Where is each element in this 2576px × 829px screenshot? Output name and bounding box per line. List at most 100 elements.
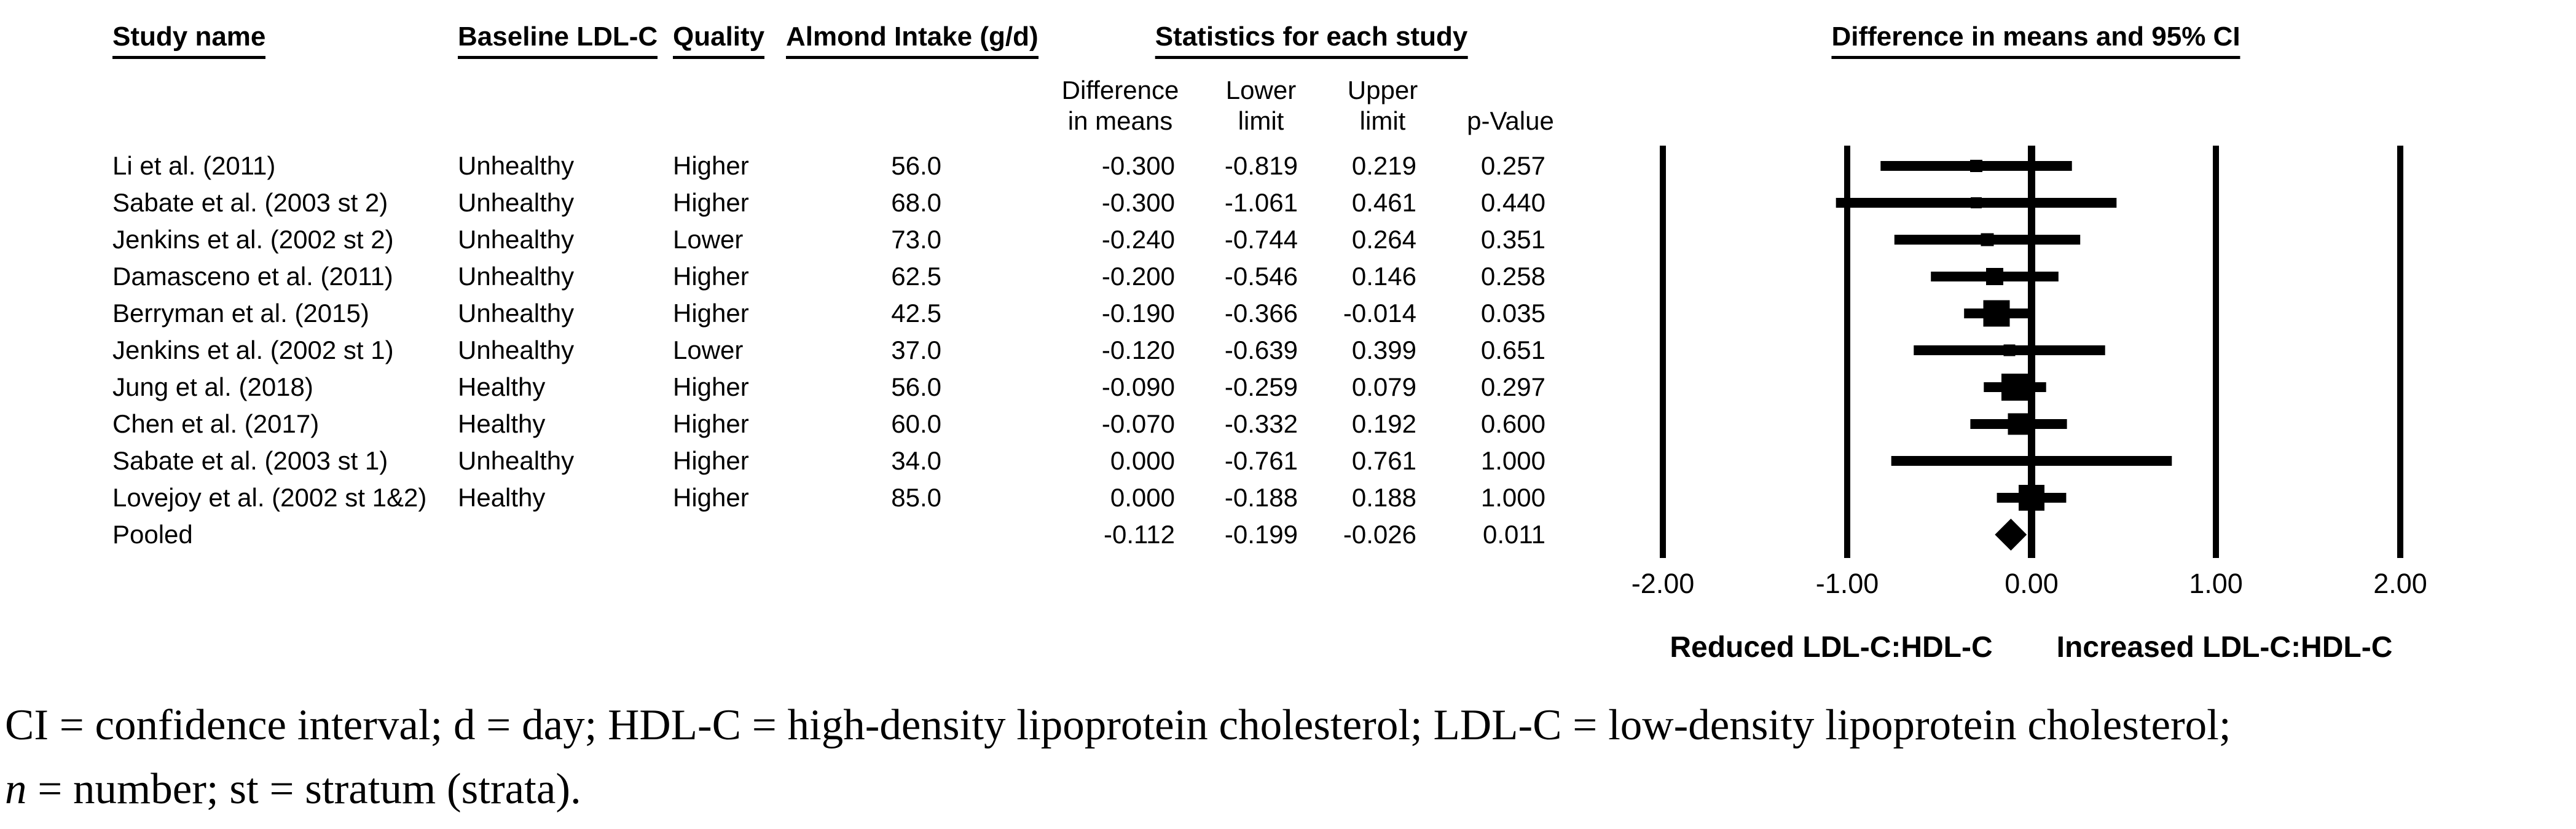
- cell-diff: -0.112: [1104, 520, 1175, 549]
- cell-upper: 0.192: [1351, 409, 1416, 438]
- cell-diff: -0.190: [1101, 299, 1175, 328]
- reference-line--1.00: [1844, 146, 1850, 558]
- cell-study: Lovejoy et al. (2002 st 1&2): [112, 483, 427, 512]
- cell-p: 0.351: [1480, 225, 1545, 254]
- x-axis-tick-2.00: 2.00: [2373, 568, 2427, 599]
- pooled-diamond: [1995, 519, 2027, 551]
- cell-intake: 56.0: [891, 372, 941, 401]
- cell-lower: -0.332: [1224, 409, 1298, 438]
- effect-square: [1970, 160, 1982, 172]
- cell-study: Berryman et al. (2015): [112, 299, 369, 328]
- effect-square: [2001, 374, 2028, 401]
- lower-header-line1: Lower: [1225, 76, 1297, 104]
- cell-lower: -0.744: [1224, 225, 1298, 254]
- cell-diff: -0.200: [1101, 262, 1175, 291]
- axis-label-increased: Increased LDL-C:HDL-C: [2056, 631, 2393, 664]
- cell-p: 0.257: [1480, 151, 1545, 180]
- cell-p: 0.258: [1480, 262, 1545, 291]
- plot-title: Difference in means and 95% CI: [1831, 22, 2240, 60]
- cell-upper: 0.264: [1351, 225, 1416, 254]
- cell-intake: 56.0: [891, 151, 941, 180]
- cell-lower: -0.199: [1224, 520, 1298, 549]
- cell-diff: -0.120: [1101, 336, 1175, 364]
- cell-lower: -0.188: [1224, 483, 1298, 512]
- cell-quality: Higher: [673, 446, 749, 475]
- cell-p: 0.297: [1480, 372, 1545, 401]
- cell-quality: Lower: [673, 336, 744, 364]
- cell-quality: Higher: [673, 372, 749, 401]
- reference-line-1.00: [2213, 146, 2219, 558]
- cell-p: 0.600: [1480, 409, 1545, 438]
- cell-upper: 0.219: [1351, 151, 1416, 180]
- footnote: CI = confidence interval; d = day; HDL-C…: [5, 693, 2231, 821]
- cell-baseline: Unhealthy: [458, 336, 575, 364]
- cell-quality: Lower: [673, 225, 744, 254]
- cell-intake: 62.5: [891, 262, 941, 291]
- cell-intake: 42.5: [891, 299, 941, 328]
- cell-study: Pooled: [112, 520, 193, 549]
- cell-lower: -1.061: [1224, 188, 1298, 217]
- effect-square: [2003, 344, 2016, 356]
- x-axis-tick--2.00: -2.00: [1631, 568, 1695, 599]
- cell-upper: 0.399: [1351, 336, 1416, 364]
- cell-baseline: Healthy: [458, 483, 546, 512]
- cell-intake: 34.0: [891, 446, 941, 475]
- column-header-p-value: p-Value: [1467, 106, 1554, 135]
- cell-baseline: Healthy: [458, 409, 546, 438]
- column-header-quality: Quality: [673, 22, 765, 60]
- cell-study: Damasceno et al. (2011): [112, 262, 393, 291]
- x-axis-tick--1.00: -1.00: [1815, 568, 1879, 599]
- axis-label-reduced: Reduced LDL-C:HDL-C: [1670, 631, 1993, 664]
- cell-diff: -0.090: [1101, 372, 1175, 401]
- cell-upper: -0.026: [1343, 520, 1416, 549]
- cell-study: Li et al. (2011): [112, 151, 276, 180]
- cell-lower: -0.819: [1224, 151, 1298, 180]
- cell-diff: 0.000: [1110, 483, 1175, 512]
- effect-square: [1983, 300, 2010, 327]
- cell-baseline: Unhealthy: [458, 299, 575, 328]
- cell-baseline: Unhealthy: [458, 262, 575, 291]
- cell-diff: 0.000: [1110, 446, 1175, 475]
- cell-intake: 37.0: [891, 336, 941, 364]
- x-axis-tick-1.00: 1.00: [2189, 568, 2243, 599]
- cell-quality: Higher: [673, 151, 749, 180]
- column-header-statistics-group: Statistics for each study: [1155, 22, 1468, 60]
- cell-upper: 0.146: [1351, 262, 1416, 291]
- cell-upper: 0.761: [1351, 446, 1416, 475]
- footnote-line-2: n = number; st = stratum (strata).: [5, 757, 2231, 821]
- cell-intake: 60.0: [891, 409, 941, 438]
- lower-header-line2: limit: [1238, 106, 1284, 135]
- effect-square: [1986, 268, 2003, 285]
- cell-quality: Higher: [673, 188, 749, 217]
- cell-p: 0.440: [1480, 188, 1545, 217]
- footnote-line-2-text: = number; st = stratum (strata).: [26, 765, 581, 813]
- effect-square: [1971, 197, 1982, 208]
- cell-baseline: Unhealthy: [458, 151, 575, 180]
- cell-p: 0.011: [1483, 520, 1545, 549]
- effect-square: [2019, 485, 2044, 511]
- cell-p: 0.035: [1480, 299, 1545, 328]
- cell-diff: -0.300: [1101, 151, 1175, 180]
- x-axis-tick-0.00: 0.00: [2005, 568, 2059, 599]
- cell-p: 1.000: [1480, 483, 1545, 512]
- difference-header-line2: in means: [1067, 106, 1173, 135]
- difference-header-line1: Difference: [1061, 76, 1179, 104]
- cell-study: Jung et al. (2018): [112, 372, 313, 401]
- upper-header-line1: Upper: [1347, 76, 1418, 104]
- cell-baseline: Unhealthy: [458, 446, 575, 475]
- effect-square: [2027, 456, 2036, 466]
- cell-lower: -0.546: [1224, 262, 1298, 291]
- cell-lower: -0.639: [1224, 336, 1298, 364]
- cell-study: Jenkins et al. (2002 st 1): [112, 336, 394, 364]
- cell-quality: Higher: [673, 262, 749, 291]
- cell-p: 1.000: [1480, 446, 1545, 475]
- reference-line-2.00: [2397, 146, 2403, 558]
- column-header-study-name: Study name: [112, 22, 266, 60]
- effect-square: [2008, 413, 2030, 435]
- cell-quality: Higher: [673, 299, 749, 328]
- column-header-almond-intake: Almond Intake (g/d): [786, 22, 1039, 60]
- cell-baseline: Unhealthy: [458, 188, 575, 217]
- upper-header-line2: limit: [1359, 106, 1406, 135]
